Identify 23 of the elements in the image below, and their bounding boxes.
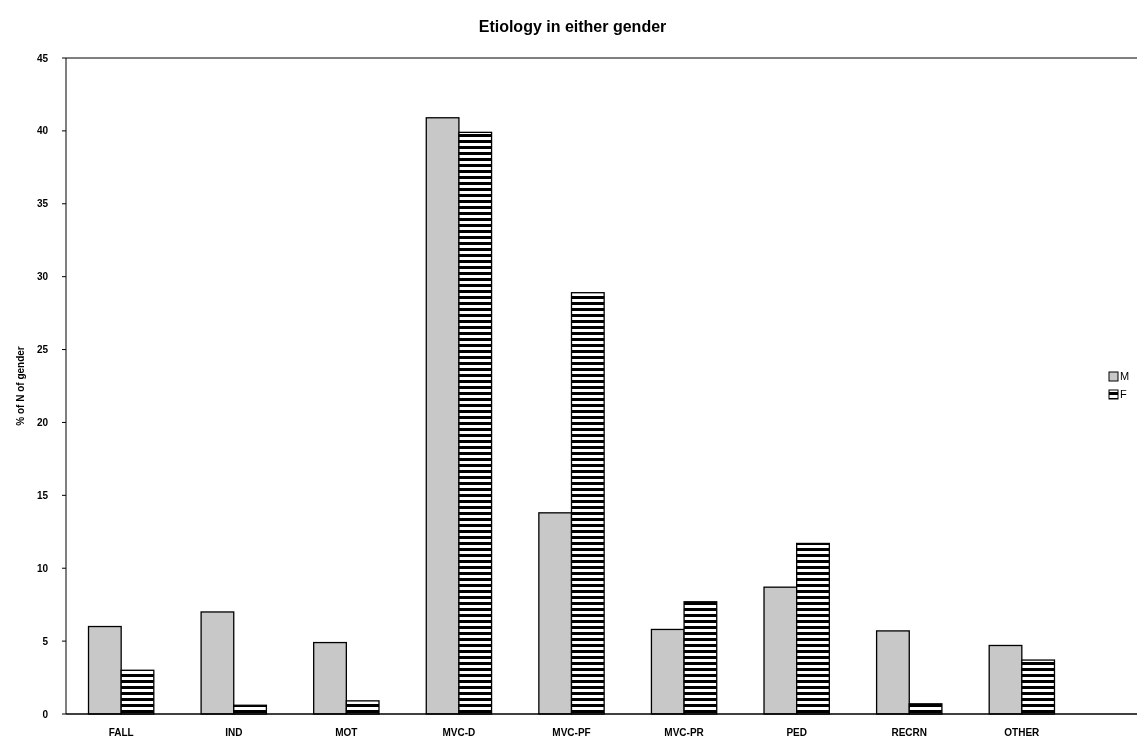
x-tick-label: MVC-PR	[664, 727, 705, 738]
x-tick-label: MOT	[335, 727, 358, 738]
x-tick-label: FALL	[108, 727, 134, 738]
y-tick-label: 0	[42, 708, 49, 720]
y-tick-label: 15	[36, 489, 49, 501]
x-tick-label: OTHER	[1004, 727, 1041, 738]
y-tick-label: 35	[36, 198, 49, 210]
y-tick-label: 10	[36, 562, 49, 574]
x-tick-label: RECRN	[891, 727, 928, 738]
x-tick-label: PED	[786, 727, 807, 738]
y-tick-label: 40	[36, 125, 49, 137]
y-tick-label: 20	[36, 416, 49, 428]
chart-title: Etiology in either gender	[478, 18, 667, 35]
y-tick-label: 5	[42, 635, 49, 647]
x-tick-label: IND	[225, 727, 243, 738]
legend-label: F	[1120, 388, 1127, 400]
y-tick-label: 45	[36, 52, 49, 64]
x-tick-label: MVC-D	[442, 727, 476, 738]
y-axis-title: % of N of gender	[15, 346, 26, 426]
legend-label: M	[1120, 370, 1130, 382]
x-tick-label: MVC-PF	[552, 727, 591, 738]
y-tick-label: 25	[36, 344, 49, 356]
y-tick-label: 30	[36, 271, 49, 283]
